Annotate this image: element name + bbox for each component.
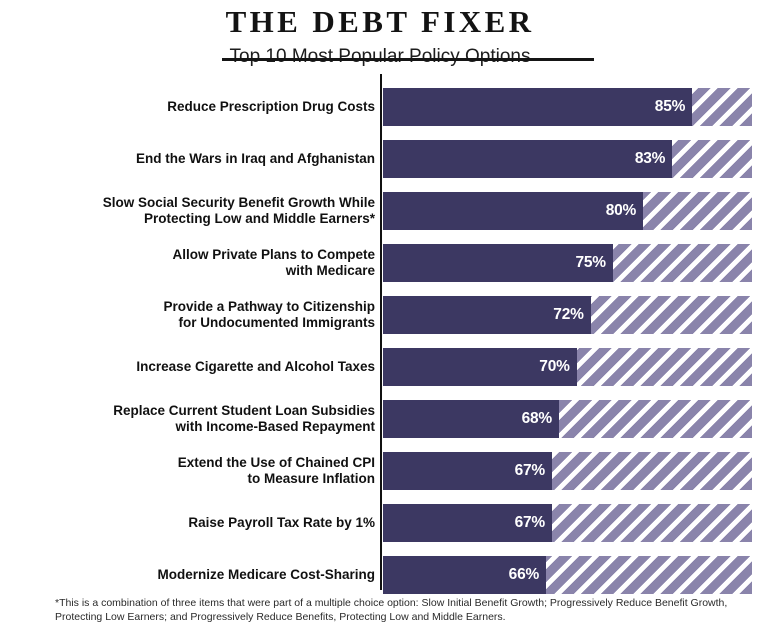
bar-category-label: Reduce Prescription Drug Costs <box>167 99 375 115</box>
bar-fill: 67% <box>383 452 552 490</box>
bar-category-label: Allow Private Plans to Compete with Medi… <box>172 247 375 278</box>
bar-row: Modernize Medicare Cost-Sharing 66% <box>0 556 760 594</box>
bar-value-label: 80% <box>605 202 637 220</box>
bar-track: 80% <box>383 192 752 230</box>
bar-row: Raise Payroll Tax Rate by 1% 67% <box>0 504 760 542</box>
bar-fill: 83% <box>383 140 673 178</box>
bar-track: 68% <box>383 400 752 438</box>
bar-category-label: Raise Payroll Tax Rate by 1% <box>188 515 375 531</box>
bar-category-label: Replace Current Student Loan Subsidies w… <box>113 403 375 434</box>
bar-fill: 80% <box>383 192 644 230</box>
bar-category-label: Slow Social Security Benefit Growth Whil… <box>102 195 375 226</box>
bar-row: Reduce Prescription Drug Costs 85% <box>0 88 760 126</box>
bar-fill: 75% <box>383 244 613 282</box>
bar-fill: 85% <box>383 88 693 126</box>
bar-value-label: 70% <box>539 358 570 376</box>
bar-track: 72% <box>383 296 752 334</box>
chart-header: THE DEBT FIXER Top 10 Most Popular Polic… <box>0 0 760 66</box>
bar-track: 66% <box>383 556 752 594</box>
bar-track: 70% <box>383 348 752 386</box>
bar-row: Allow Private Plans to Compete with Medi… <box>0 244 760 282</box>
bar-value-label: 83% <box>634 150 666 168</box>
bar-track: 75% <box>383 244 752 282</box>
bar-fill: 68% <box>383 400 559 438</box>
bar-track: 67% <box>383 452 752 490</box>
bar-value-label: 85% <box>654 98 686 116</box>
bar-track: 85% <box>383 88 752 126</box>
bar-row: Extend the Use of Chained CPI to Measure… <box>0 452 760 490</box>
bar-value-label: 67% <box>514 462 546 480</box>
bar-value-label: 66% <box>508 566 540 584</box>
title-divider <box>222 58 594 61</box>
bar-fill: 72% <box>383 296 591 334</box>
bar-fill: 70% <box>383 348 577 386</box>
bar-category-label: Provide a Pathway to Citizenship for Und… <box>163 299 375 330</box>
chart-plot-area: Reduce Prescription Drug Costs 85% End the… <box>0 74 760 594</box>
bar-row: End the Wars in Iraq and Afghanistan 83% <box>0 140 760 178</box>
bar-category-label: Increase Cigarette and Alcohol Taxes <box>136 359 375 375</box>
bar-row: Slow Social Security Benefit Growth Whil… <box>0 192 760 230</box>
bar-value-label: 72% <box>553 306 584 324</box>
bar-value-label: 68% <box>521 410 553 428</box>
bar-fill: 66% <box>383 556 547 594</box>
bar-row: Provide a Pathway to Citizenship for Und… <box>0 296 760 334</box>
footnote: *This is a combination of three items th… <box>55 597 728 624</box>
bar-category-label: End the Wars in Iraq and Afghanistan <box>135 151 375 167</box>
bar-row: Replace Current Student Loan Subsidies w… <box>0 400 760 438</box>
page-subtitle: Top 10 Most Popular Policy Options <box>229 46 531 67</box>
bar-category-label: Modernize Medicare Cost-Sharing <box>157 567 375 583</box>
bar-value-label: 67% <box>514 514 546 532</box>
bar-track: 67% <box>383 504 752 542</box>
bar-category-label: Extend the Use of Chained CPI to Measure… <box>177 455 375 486</box>
bar-value-label: 75% <box>575 254 606 272</box>
bar-fill: 67% <box>383 504 552 542</box>
bar-track: 83% <box>383 140 752 178</box>
y-axis-line <box>380 74 382 590</box>
page-title: THE DEBT FIXER <box>225 4 535 39</box>
bar-row: Increase Cigarette and Alcohol Taxes 70% <box>0 348 760 386</box>
